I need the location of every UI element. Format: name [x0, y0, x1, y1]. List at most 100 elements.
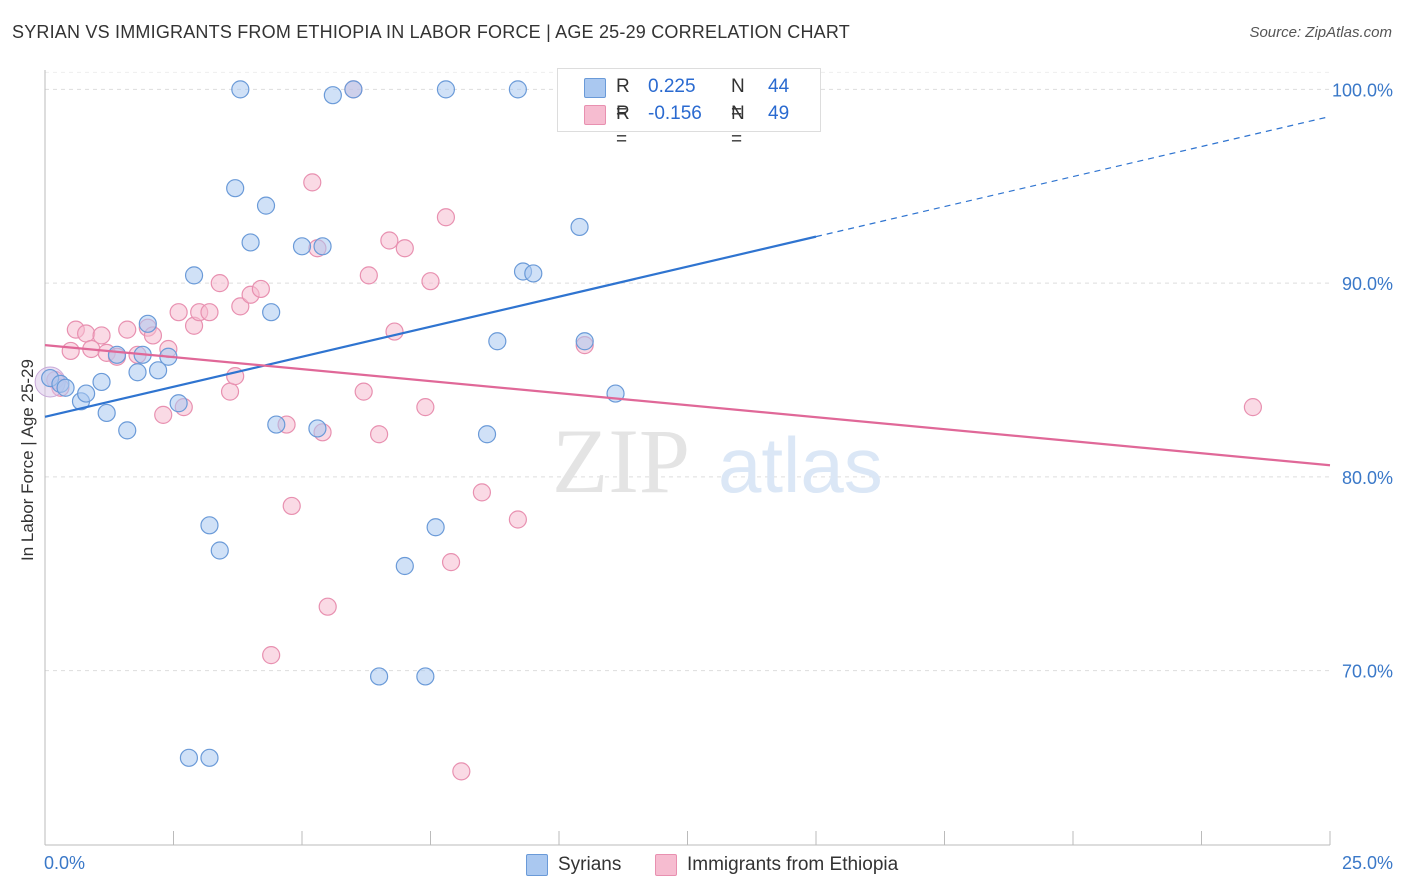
syrian-point — [477, 425, 497, 444]
ethiopia-point — [380, 231, 399, 250]
ethiopia-point — [421, 272, 440, 291]
ethiopia-point — [303, 173, 322, 192]
syrian-point — [118, 421, 137, 440]
ethiopia-point — [472, 483, 491, 502]
syrian-point — [184, 266, 204, 285]
y-tick-label: 70.0% — [1342, 662, 1393, 682]
syrian-point — [241, 233, 260, 252]
series-ethiopia — [34, 80, 1263, 781]
syrian-point — [210, 541, 229, 560]
syrian-point — [231, 80, 250, 99]
syrian-point — [436, 80, 456, 99]
syrian-point — [56, 378, 75, 397]
legend-swatch-ethiopia — [584, 105, 606, 125]
ethiopia-point — [220, 382, 240, 401]
syrian-point — [395, 556, 414, 576]
ethiopia-point — [210, 274, 229, 293]
legend-n-label: N = — [731, 76, 745, 123]
syrian-point — [323, 86, 342, 105]
syrian-point — [575, 332, 594, 351]
trendlines — [44, 115, 1331, 467]
legend-n-label: N = — [731, 103, 745, 150]
syrian-point — [488, 332, 507, 351]
syrian-point — [508, 80, 527, 99]
ethiopia-point — [508, 510, 527, 529]
trendline-ethiopia — [44, 344, 1331, 467]
axes — [44, 70, 1331, 846]
stats-legend: R = 0.225 N = 44 R = -0.156 N = 49 — [557, 68, 821, 150]
trendline-syrians — [44, 235, 817, 418]
syrian-point — [313, 237, 332, 256]
legend-r-value: 0.225 — [648, 76, 696, 97]
syrian-point — [262, 303, 281, 322]
syrian-point — [344, 80, 363, 99]
ethiopia-point — [231, 297, 250, 316]
legend-r-value: -0.156 — [648, 103, 702, 124]
ethiopia-point — [169, 303, 188, 322]
syrian-point — [416, 667, 435, 686]
chart-title: SYRIAN VS IMMIGRANTS FROM ETHIOPIA IN LA… — [12, 22, 850, 42]
ethiopia-point — [154, 405, 173, 424]
syrian-point — [370, 667, 389, 686]
tick-labels: 70.0% 80.0% 90.0% 100.0% 0.0% 25.0% — [44, 80, 1393, 873]
ethiopia-point — [354, 382, 373, 401]
legend-r-label: R = — [616, 76, 630, 123]
legend-n-value: 49 — [768, 103, 790, 124]
syrian-point — [524, 264, 543, 283]
watermark-atlas: atlas — [718, 421, 883, 509]
ethiopia-point — [441, 553, 461, 572]
ethiopia-point — [452, 762, 471, 781]
legend-label-ethiopia: Immigrants from Ethiopia — [687, 854, 899, 875]
ethiopia-point — [200, 303, 219, 322]
ethiopia-point — [118, 320, 137, 339]
legend-label-syrians: Syrians — [558, 854, 622, 875]
legend-r-label: R = — [616, 103, 630, 150]
x-tick-label-min: 0.0% — [44, 853, 85, 873]
syrian-point — [570, 217, 589, 237]
syrian-point — [138, 314, 157, 333]
watermark-zip: ZIP — [552, 410, 690, 512]
syrian-point — [97, 403, 116, 423]
syrian-point — [128, 363, 147, 382]
x-tick-label-max: 25.0% — [1342, 853, 1393, 873]
ethiopia-point — [282, 496, 301, 516]
syrian-point — [226, 179, 245, 198]
ethiopia-point — [251, 279, 270, 299]
ethiopia-point — [359, 266, 378, 285]
ethiopia-point — [77, 324, 96, 343]
ethiopia-point — [61, 341, 80, 361]
syrian-point — [169, 394, 188, 413]
syrian-point — [308, 419, 327, 438]
syrian-point — [77, 384, 96, 403]
syrian-point — [292, 237, 312, 256]
legend-swatch-ethiopia — [655, 854, 677, 876]
source-credit: Source: ZipAtlas.com — [1249, 24, 1392, 41]
ethiopia-point — [395, 239, 414, 258]
syrian-point — [267, 415, 286, 434]
syrian-point — [107, 345, 127, 364]
syrian-point — [200, 516, 219, 535]
syrian-point — [200, 748, 219, 767]
legend-n-value: 44 — [768, 76, 790, 97]
legend-swatch-syrians — [584, 78, 606, 98]
syrian-point — [256, 196, 276, 215]
ethiopia-point — [436, 208, 456, 227]
trendline-syrians-extension — [815, 115, 1331, 238]
ethiopia-point — [262, 646, 281, 665]
y-tick-label: 90.0% — [1342, 274, 1393, 294]
y-tick-label: 100.0% — [1332, 80, 1393, 100]
watermark: ZIP atlas — [552, 410, 883, 512]
syrian-point — [179, 748, 199, 767]
syrian-point — [92, 372, 111, 392]
ethiopia-point — [416, 398, 435, 417]
ethiopia-point — [92, 326, 111, 345]
series-syrians — [41, 80, 625, 767]
ethiopia-point — [370, 425, 389, 444]
syrian-point — [426, 518, 445, 537]
syrian-point — [148, 361, 168, 380]
ethiopia-point — [318, 597, 337, 616]
ethiopia-point — [1243, 398, 1263, 417]
legend-swatch-syrians — [526, 854, 548, 876]
y-tick-label: 80.0% — [1342, 468, 1393, 488]
